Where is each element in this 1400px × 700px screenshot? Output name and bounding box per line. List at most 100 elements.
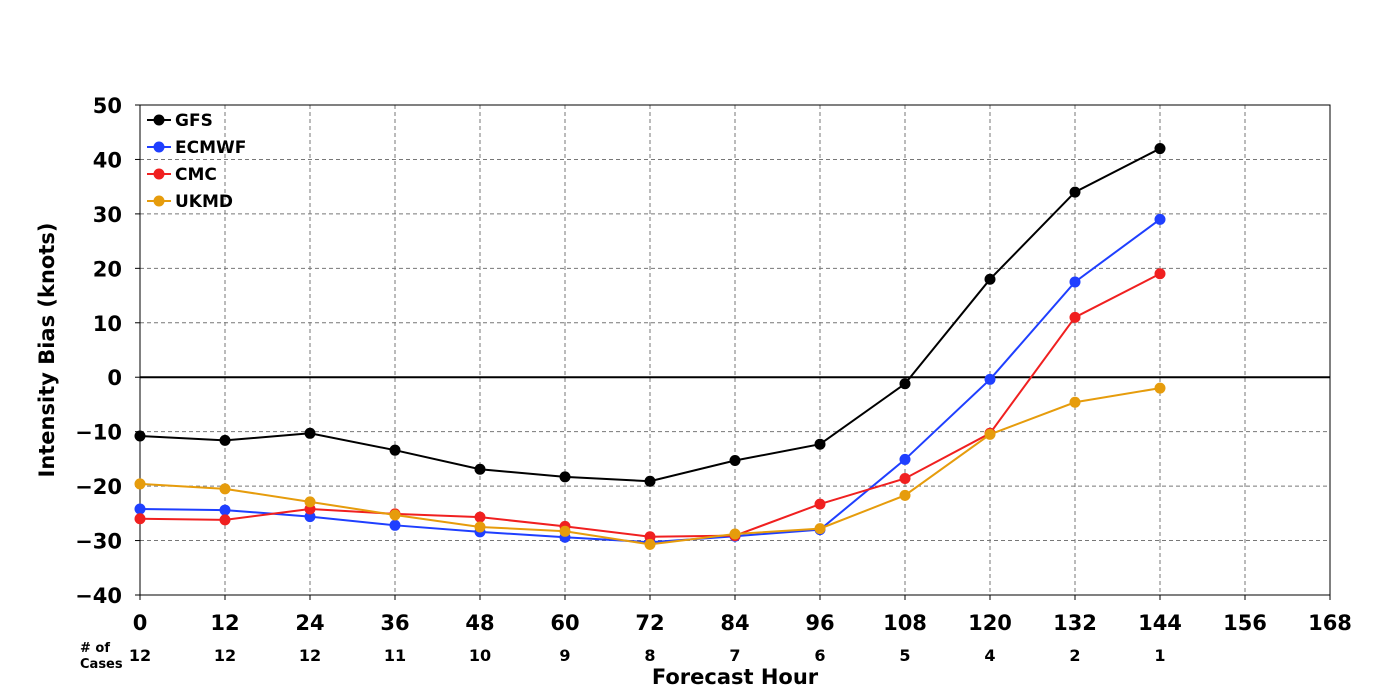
x-tick-label: 0: [133, 611, 148, 635]
data-point: [219, 504, 231, 516]
cases-label-line: Cases: [80, 657, 123, 672]
data-point: [1069, 186, 1081, 198]
data-point: [219, 514, 231, 526]
cases-count: 1: [1154, 646, 1165, 665]
legend-item-gfs: GFS: [147, 111, 213, 131]
x-tick-labels: 0 12 24 36 48 60 72 84 96 108 120 132 144 156 168: [133, 595, 1352, 635]
y-tick-label: 50: [93, 94, 122, 118]
legend-item-cmc: CMC: [147, 165, 217, 185]
data-point: [984, 273, 996, 285]
legend: GFS ECMWF CMC UKMD: [147, 111, 246, 212]
legend-label: GFS: [175, 111, 213, 131]
x-tick-label: 72: [635, 611, 664, 635]
x-tick-label: 108: [883, 611, 927, 635]
x-tick-label: 84: [720, 611, 749, 635]
data-point: [1154, 213, 1166, 225]
data-point: [644, 531, 656, 543]
data-point: [134, 430, 146, 442]
series-lines: [134, 143, 1166, 550]
x-tick-label: 120: [968, 611, 1012, 635]
data-point: [814, 498, 826, 510]
data-point: [474, 511, 486, 523]
cases-label-line: # of: [80, 641, 110, 656]
cases-count: 4: [984, 646, 995, 665]
data-point: [1154, 143, 1166, 155]
data-point: [899, 472, 911, 484]
cases-count: 9: [559, 646, 570, 665]
data-point: [644, 475, 656, 487]
x-tick-label: 60: [550, 611, 579, 635]
data-point: [389, 444, 401, 456]
x-tick-label: 96: [805, 611, 834, 635]
x-tick-label: 48: [465, 611, 494, 635]
data-point: [134, 513, 146, 525]
x-tick-label: 132: [1053, 611, 1097, 635]
data-point: [899, 489, 911, 501]
legend-label: ECMWF: [175, 138, 246, 158]
data-point: [1069, 396, 1081, 408]
data-point: [219, 483, 231, 495]
data-point: [729, 455, 741, 467]
cases-count: 12: [214, 646, 236, 665]
data-point: [644, 538, 656, 550]
y-tick-label: 40: [93, 148, 122, 172]
data-point: [304, 511, 316, 523]
legend-marker: [153, 114, 165, 126]
cases-count: 12: [299, 646, 321, 665]
data-point: [474, 463, 486, 475]
y-tick-labels: 50 40 30 20 10 0 −10 −20 −30 −40: [75, 94, 140, 608]
y-axis-title: Intensity Bias (knots): [35, 223, 59, 478]
x-tick-label: 36: [380, 611, 409, 635]
data-point: [899, 453, 911, 465]
y-tick-label: 20: [93, 257, 122, 281]
cases-label: # of Cases: [80, 641, 123, 672]
y-tick-label: −30: [75, 530, 122, 554]
data-point: [219, 434, 231, 446]
legend-label: UKMD: [175, 192, 233, 212]
cases-count: 12: [129, 646, 151, 665]
grid-lines: [140, 105, 1330, 595]
y-tick-label: −20: [75, 475, 122, 499]
x-tick-label: 24: [295, 611, 324, 635]
cases-count: 6: [814, 646, 825, 665]
data-point: [389, 519, 401, 531]
y-tick-label: 10: [93, 312, 122, 336]
y-tick-label: 0: [107, 366, 122, 390]
data-point: [134, 478, 146, 490]
cases-count: 10: [469, 646, 491, 665]
x-axis-title: Forecast Hour: [652, 665, 819, 689]
y-tick-label: 30: [93, 203, 122, 227]
data-point: [1154, 382, 1166, 394]
cases-count: 7: [729, 646, 740, 665]
data-point: [984, 428, 996, 440]
cases-count: 2: [1069, 646, 1080, 665]
x-tick-label: 156: [1223, 611, 1267, 635]
x-tick-label: 168: [1308, 611, 1352, 635]
x-tick-label: 144: [1138, 611, 1182, 635]
data-point: [559, 471, 571, 483]
data-point: [474, 521, 486, 533]
x-tick-label: 12: [210, 611, 239, 635]
data-point: [729, 528, 741, 540]
cases-count: 8: [644, 646, 655, 665]
series-ukmd: [134, 382, 1166, 550]
legend-label: CMC: [175, 165, 217, 185]
legend-marker: [153, 141, 165, 153]
cases-count: 11: [384, 646, 406, 665]
legend-item-ukmd: UKMD: [147, 192, 233, 212]
data-point: [304, 427, 316, 439]
data-point: [1154, 268, 1166, 280]
cases-count: 5: [899, 646, 910, 665]
data-point: [1069, 311, 1081, 323]
cases-row: 12 12 12 11 10 9 8 7 6 5 4 2 1: [129, 646, 1166, 665]
series-gfs: [134, 143, 1166, 487]
y-tick-label: −10: [75, 421, 122, 445]
data-point: [1069, 276, 1081, 288]
legend-marker: [153, 168, 165, 180]
data-point: [134, 503, 146, 515]
data-point: [814, 523, 826, 535]
data-point: [814, 438, 826, 450]
data-point: [984, 373, 996, 385]
data-point: [899, 378, 911, 390]
